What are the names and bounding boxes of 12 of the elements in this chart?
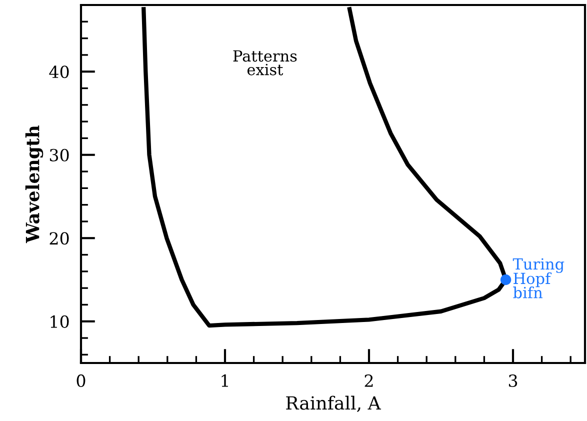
y-tick-label: 10: [50, 315, 69, 328]
x-tick-label: 1: [222, 374, 228, 387]
annotation: Patterns exist: [233, 50, 297, 76]
y-axis-title: Wavelength: [25, 125, 44, 244]
annotation: Turing Hopf bifn: [512, 258, 564, 298]
x-tick-label: 2: [364, 374, 373, 387]
y-tick-label: 40: [49, 66, 69, 78]
y-tick-label: 30: [50, 148, 69, 162]
y-tick-label: 20: [50, 232, 69, 245]
x-tick-label: 0: [76, 374, 86, 388]
x-tick-label: 3: [508, 374, 518, 388]
x-axis-title: Rainfall, A: [286, 396, 382, 412]
